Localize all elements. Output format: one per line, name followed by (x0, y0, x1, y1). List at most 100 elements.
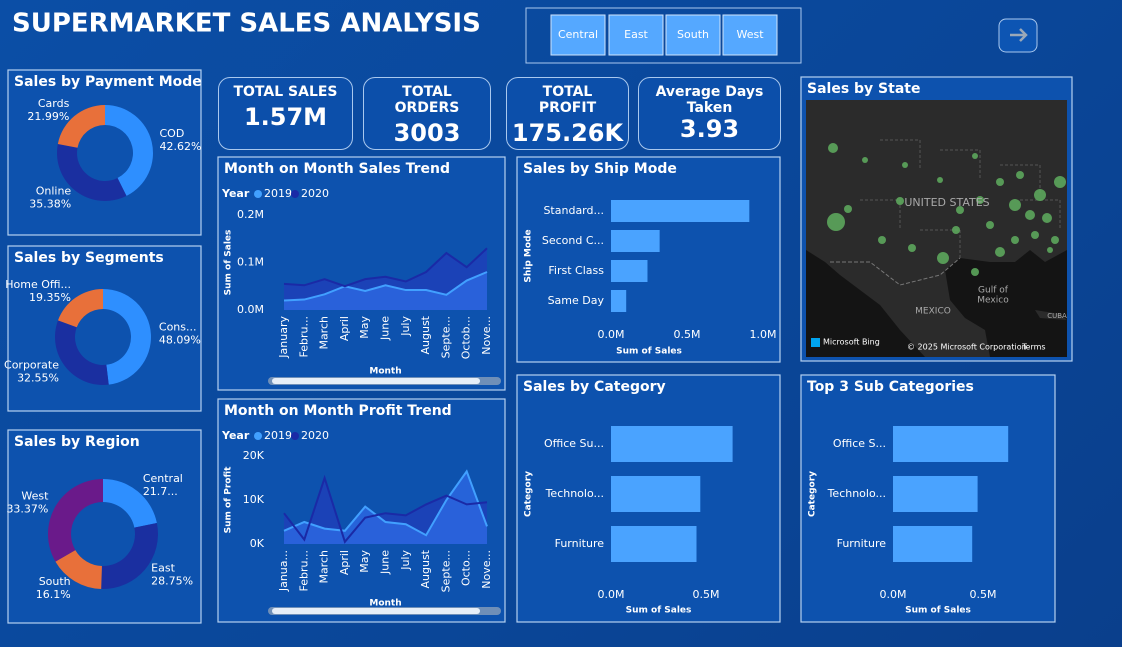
x-tick-label: March (318, 316, 331, 350)
panel-title: Sales by Region (14, 434, 140, 450)
legend-title: Year (221, 429, 250, 442)
map-bubble (878, 236, 886, 244)
legend-swatch (291, 190, 299, 198)
map-bubble (986, 221, 994, 229)
x-axis-title: Sum of Sales (616, 347, 682, 357)
x-tick-label: January (277, 316, 290, 359)
y-tick-label: Same Day (548, 294, 605, 307)
pie-slice (56, 143, 127, 201)
x-tick-label: 1.0M (750, 328, 777, 341)
map-bubble (937, 177, 943, 183)
y-tick-label: Standard... (543, 204, 604, 217)
x-tick-label: Octob... (460, 316, 473, 359)
map-bubble (1047, 247, 1053, 253)
slice-label: 35.38% (29, 198, 71, 211)
slicer-button[interactable] (722, 14, 778, 56)
bar (611, 476, 701, 512)
slice-category: Online (36, 185, 72, 198)
pie-slice (57, 105, 105, 148)
legend-label: 2020 (301, 429, 329, 442)
area (284, 272, 487, 310)
bar (893, 426, 1009, 462)
kpi-card: Average Days Taken 3.93 (638, 77, 781, 150)
map-bubble (956, 206, 964, 214)
x-tick-label: 0.5M (970, 588, 997, 601)
pie-slice (103, 288, 152, 385)
slice-label: 32.55% (17, 372, 59, 385)
map-bubble (1051, 236, 1059, 244)
slice-category: Corporate (4, 359, 59, 372)
x-tick-label: Octo... (460, 550, 473, 586)
map-border (880, 139, 921, 170)
bar (611, 526, 697, 562)
x-tick-label: Septe... (439, 550, 452, 592)
bar (611, 200, 750, 222)
kpi-label: TOTAL ORDERS (394, 84, 460, 116)
slice-label: 19.35% (29, 291, 71, 304)
map-bubble (995, 247, 1005, 257)
panel-title: Sales by Payment Mode (14, 74, 202, 90)
scrollbar-thumb[interactable] (272, 608, 480, 614)
panel-title: Sales by Category (523, 379, 666, 395)
x-tick-label: May (358, 550, 371, 573)
x-tick-label: 0.5M (693, 588, 720, 601)
slice-category: COD (160, 127, 185, 140)
slice-label: 48.09% (159, 334, 201, 347)
slice-label: 21.7... (143, 485, 178, 498)
panel (516, 156, 781, 363)
slicer-button[interactable] (550, 14, 606, 56)
map-land (806, 100, 1067, 357)
map-attribution: Microsoft Bing (823, 338, 880, 347)
line (283, 474, 488, 544)
x-tick-label: Febru... (297, 550, 310, 591)
pie-slice (101, 522, 159, 589)
x-tick-label: March (318, 550, 331, 584)
legend-title: Year (221, 187, 250, 200)
map-label: Gulf of (978, 286, 1009, 296)
map-label: CUBA (1047, 312, 1067, 320)
x-tick-label: July (399, 550, 412, 571)
x-tick-label: 0.0M (880, 588, 907, 601)
slice-category: South (39, 575, 71, 588)
slicer-label: South (677, 28, 709, 41)
map-bubble (971, 268, 979, 276)
x-tick-label: August (419, 315, 432, 354)
x-axis-title: Month (369, 599, 401, 609)
slice-category: Cards (38, 97, 70, 110)
legend-swatch (291, 432, 299, 440)
x-tick-label: 0.0M (598, 588, 625, 601)
kpi-value: 3.93 (679, 115, 740, 143)
y-axis-title: Category (808, 471, 818, 517)
kpi-value: 175.26K (511, 119, 624, 147)
y-tick-label: 0.2M (237, 208, 264, 221)
dashboard-title: SUPERMARKET SALES ANALYSIS (12, 9, 481, 39)
slicer-button[interactable] (608, 14, 664, 56)
x-tick-label: April (338, 550, 351, 575)
map-label: UNITED STATES (904, 196, 989, 209)
y-tick-label: Second C... (542, 234, 604, 247)
slice-label: 28.75% (151, 575, 193, 588)
pie-slice (55, 320, 109, 385)
pie-slice (103, 479, 157, 528)
map-bubble (1025, 210, 1035, 220)
map-bubble (952, 226, 960, 234)
slice-label: 42.62% (160, 140, 202, 153)
y-tick-label: 0.1M (237, 256, 264, 269)
map-bubble (937, 252, 949, 264)
y-tick-label: Office S... (833, 437, 886, 450)
map-bubble (1016, 171, 1024, 179)
map-bubble (828, 143, 838, 153)
map-bubble (908, 244, 916, 252)
slicer-button[interactable] (665, 14, 721, 56)
y-tick-label: Technolo... (545, 487, 604, 500)
panel-title: Sales by Ship Mode (523, 161, 677, 177)
y-tick-label: First Class (548, 264, 604, 277)
kpi-label: TOTAL PROFIT (538, 84, 597, 116)
y-tick-label: Technolo... (827, 487, 886, 500)
kpi-card: TOTAL PROFIT 175.26K (506, 77, 629, 150)
area (284, 471, 487, 544)
scrollbar-thumb[interactable] (272, 378, 480, 384)
map-label: Mexico (977, 296, 1009, 306)
